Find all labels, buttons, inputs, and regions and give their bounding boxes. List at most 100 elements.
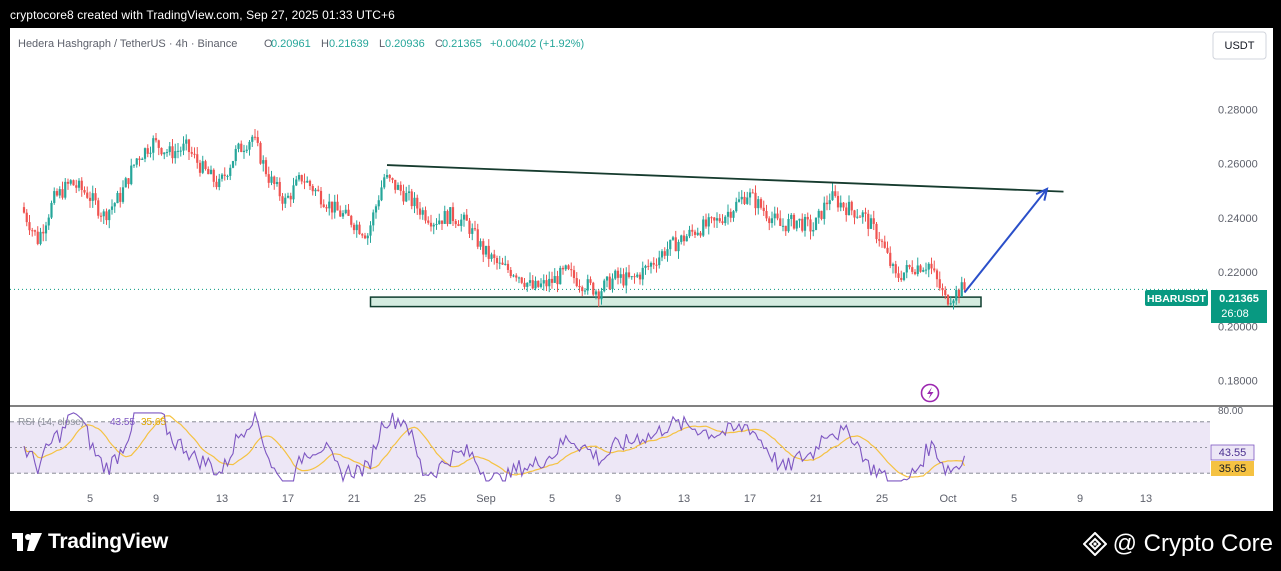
candle-body xyxy=(286,195,290,198)
candle-body xyxy=(245,149,248,151)
candle-body xyxy=(930,263,933,269)
candle-body xyxy=(440,220,444,224)
candle-body xyxy=(396,184,400,190)
candle-body xyxy=(575,278,578,286)
candle-body xyxy=(443,211,446,224)
rsi-value-tag-text: 43.55 xyxy=(1219,447,1247,459)
candle-body xyxy=(399,184,402,191)
lightning-icon[interactable] xyxy=(920,383,940,403)
candle-body xyxy=(215,181,218,188)
candle-body xyxy=(473,228,477,230)
candle-body xyxy=(861,212,864,218)
candle-body xyxy=(509,269,512,277)
legend-low: 0.20936 xyxy=(385,38,425,50)
candle-body xyxy=(94,193,97,201)
candle-body xyxy=(259,142,262,164)
candle-body xyxy=(911,267,914,272)
candle-body xyxy=(949,303,952,305)
candle-body xyxy=(941,288,944,291)
x-tick-label: 5 xyxy=(549,493,555,505)
candle-body xyxy=(638,274,642,280)
candle-body xyxy=(770,218,774,224)
candle-body xyxy=(47,217,50,226)
resistance-trendline xyxy=(386,164,1064,193)
candle-body xyxy=(424,210,427,221)
candle-body xyxy=(366,235,369,239)
candle-body xyxy=(292,185,295,200)
legend-low-label: L xyxy=(379,38,385,50)
x-tick-label: 25 xyxy=(876,493,888,505)
candle-body xyxy=(182,143,185,151)
candle-body xyxy=(83,190,86,193)
candle-body xyxy=(231,161,235,168)
candle-body xyxy=(556,276,559,285)
candle-body xyxy=(350,215,353,225)
candle-body xyxy=(600,291,603,300)
candle-body xyxy=(168,146,171,153)
candle-body xyxy=(963,282,966,290)
candle-body xyxy=(237,143,240,149)
candle-body xyxy=(570,269,573,271)
candle-body xyxy=(66,181,70,184)
attribution-bar: cryptocore8 created with TradingView.com… xyxy=(0,0,1281,28)
candle-body xyxy=(614,270,617,279)
candle-body xyxy=(322,204,325,208)
candle-body xyxy=(72,180,75,186)
candle-body xyxy=(55,191,59,196)
candle-body xyxy=(729,211,732,218)
candle-body xyxy=(916,265,919,275)
candle-body xyxy=(814,217,818,230)
candle-body xyxy=(108,209,111,221)
candle-body xyxy=(278,181,281,197)
candle-body xyxy=(207,168,210,175)
currency-button-label[interactable]: USDT xyxy=(1225,40,1255,52)
candle-body xyxy=(110,206,114,210)
candles-layer: 0.18000 0.20000 0.22000 0.24000 0.26000 0.280… xyxy=(10,105,1258,505)
candle-body xyxy=(374,206,378,213)
candle-body xyxy=(955,289,958,301)
candle-body xyxy=(891,264,895,266)
candle-body xyxy=(119,192,122,202)
candle-body xyxy=(919,265,922,272)
candle-body xyxy=(594,291,598,295)
candle-body xyxy=(685,236,688,242)
candle-body xyxy=(449,207,452,224)
candle-body xyxy=(682,235,686,242)
candle-body xyxy=(691,229,694,232)
candle-body xyxy=(212,169,215,182)
candle-body xyxy=(746,197,749,204)
candle-body xyxy=(270,176,273,183)
candle-body xyxy=(528,280,532,283)
rsi-legend-ma: 35.65 xyxy=(141,417,166,428)
candle-body xyxy=(751,192,754,194)
x-tick-label: 17 xyxy=(282,493,294,505)
candle-body xyxy=(759,199,763,208)
candle-body xyxy=(790,214,793,219)
candle-body xyxy=(209,169,213,175)
candle-body xyxy=(490,254,493,259)
legend-open: 0.20961 xyxy=(271,38,311,50)
candle-body xyxy=(88,197,92,201)
candle-body xyxy=(658,257,661,266)
candle-body xyxy=(715,218,719,221)
candle-body xyxy=(625,272,628,286)
candle-body xyxy=(559,267,562,285)
candle-body xyxy=(303,181,306,183)
price-chart[interactable]: 0.18000 0.20000 0.22000 0.24000 0.26000 0.280… xyxy=(10,28,1273,512)
candle-body xyxy=(306,180,309,183)
candle-body xyxy=(567,265,570,270)
candle-body xyxy=(960,282,963,297)
candle-body xyxy=(385,174,389,178)
candle-body xyxy=(165,152,169,154)
candle-body xyxy=(267,174,270,183)
candle-body xyxy=(391,178,394,180)
chart-panel[interactable]: 0.18000 0.20000 0.22000 0.24000 0.26000 0.280… xyxy=(9,27,1274,513)
candle-body xyxy=(196,154,199,163)
candle-body xyxy=(369,225,372,236)
candle-body xyxy=(905,265,908,273)
candle-body xyxy=(363,235,367,239)
candle-body xyxy=(740,196,743,200)
currency-button[interactable]: USDT xyxy=(1212,31,1267,60)
tradingview-logo[interactable]: TradingView xyxy=(12,530,168,554)
rsi-ma-line xyxy=(23,415,966,478)
